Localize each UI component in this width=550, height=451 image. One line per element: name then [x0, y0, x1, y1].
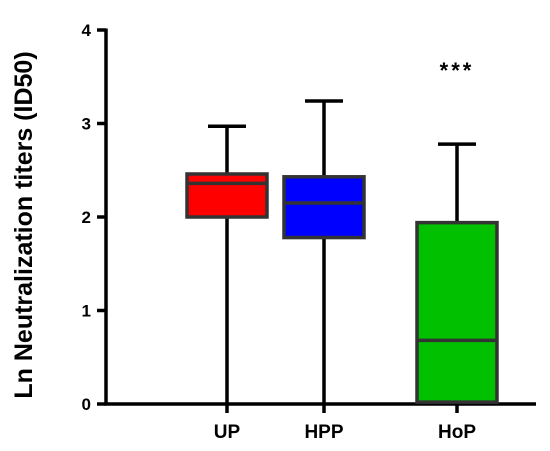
x-tick-label: UP	[214, 422, 241, 443]
y-axis: 0 1 2 3 4	[82, 21, 108, 414]
y-tick-label: 3	[82, 115, 91, 134]
x-tick-label: HoP	[438, 422, 476, 443]
y-axis-title: Ln Neutralization titers (ID50)	[10, 51, 38, 398]
y-tick-label: 4	[82, 21, 92, 40]
box-hpp	[282, 99, 366, 404]
box-up	[185, 124, 269, 404]
iqr-box	[415, 220, 499, 404]
y-tick-label: 1	[82, 302, 91, 321]
boxes: ***	[185, 58, 499, 404]
iqr-box	[185, 172, 269, 219]
x-tick-label: HPP	[304, 422, 343, 443]
significance-label: ***	[440, 58, 475, 83]
iqr-box	[282, 175, 366, 240]
y-tick-label: 0	[82, 395, 91, 414]
y-tick-label: 2	[82, 208, 91, 227]
x-axis: UP HPP HoP	[104, 402, 536, 443]
box-hop: ***	[415, 58, 499, 404]
